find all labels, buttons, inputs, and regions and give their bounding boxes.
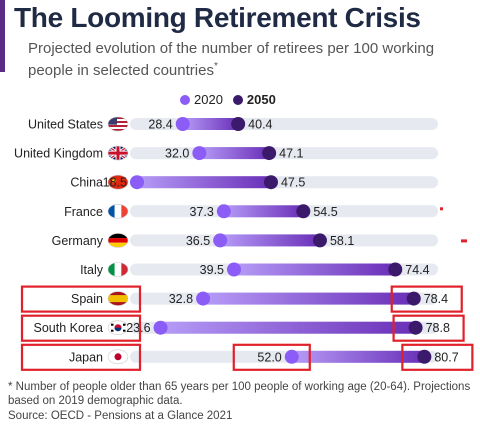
range-bar <box>199 147 270 160</box>
point-2050 <box>406 291 421 306</box>
point-2020 <box>227 262 242 277</box>
category-label: United States <box>28 118 103 132</box>
row-france: France 37.3 54.5 <box>64 204 438 219</box>
value-label-2050: 78.4 <box>424 292 448 306</box>
us-flag-icon <box>108 117 128 131</box>
range-bar <box>182 118 239 130</box>
accent-bar <box>0 0 5 72</box>
value-label-2020: 36.5 <box>186 234 210 248</box>
value-label-2050: 58.1 <box>330 234 354 248</box>
legend-dot-2050 <box>232 95 243 105</box>
value-label-2020: 32.8 <box>169 292 193 306</box>
chart-subtitle: Projected evolution of the number of ret… <box>28 40 468 80</box>
point-2050 <box>263 175 278 190</box>
highlight-box-2050 <box>401 343 474 371</box>
highlight-box-category <box>20 314 142 342</box>
france-flag-icon <box>108 204 128 219</box>
point-2050 <box>296 204 311 219</box>
value-label-2050: 74.4 <box>405 263 429 277</box>
legend-label-2050: 2050 <box>246 92 276 107</box>
value-label-2020: 28.4 <box>148 118 172 132</box>
range-bar <box>203 292 414 305</box>
category-label: Germany <box>52 234 104 248</box>
legend-dot-2020 <box>180 95 190 105</box>
row-united-states: United States 28.4 40.4 <box>28 116 438 132</box>
marker-tick <box>440 207 443 211</box>
value-label-2020: 52.0 <box>257 350 281 364</box>
point-2020 <box>175 117 190 131</box>
highlight-box-category <box>20 343 142 371</box>
value-label-2050: 47.5 <box>281 176 305 190</box>
point-2050 <box>231 117 246 131</box>
source: Source: OECD - Pensions at a Glance 2021 <box>8 410 233 422</box>
marker-tick <box>461 239 467 243</box>
row-china: China ★18.5 47.5 <box>70 174 438 190</box>
point-2050 <box>312 233 327 248</box>
subtitle-text: Projected evolution of the number of ret… <box>28 40 435 79</box>
point-2020 <box>284 349 299 364</box>
highlight-box-2020 <box>232 343 311 371</box>
value-label-2020: 32.0 <box>165 147 189 161</box>
point-2020 <box>216 204 231 219</box>
value-label-2050: 80.7 <box>434 350 458 364</box>
category-label: Japan <box>69 350 103 364</box>
category-label: Italy <box>80 263 104 277</box>
point-2020 <box>213 233 228 248</box>
value-label-2050: 78.8 <box>426 321 450 335</box>
category-label: South Korea <box>34 321 104 335</box>
legend: 2020 2050 <box>180 92 276 107</box>
point-2020 <box>153 320 168 335</box>
highlight-box-2050 <box>390 285 463 313</box>
value-label-2050: 40.4 <box>248 118 272 132</box>
category-label: China <box>70 176 103 190</box>
range-bar <box>234 263 396 276</box>
legend-item-2050: 2050 <box>232 92 276 107</box>
spain-flag-icon <box>108 291 128 306</box>
point-2050 <box>262 146 277 161</box>
point-2050 <box>417 349 432 364</box>
svg-text:★: ★ <box>111 177 117 185</box>
point-2050 <box>388 262 403 277</box>
china-flag-icon: ★ <box>108 175 128 190</box>
value-label-2020: 39.5 <box>200 263 224 277</box>
row-japan: Japan 52.0 80.7 <box>20 343 474 371</box>
value-label-2050: 54.5 <box>313 205 337 219</box>
dumbbell-chart: United States 28.4 40.4 United Kingdom 32.0 4… <box>14 116 474 371</box>
value-label-2050: 47.1 <box>279 147 303 161</box>
range-bar <box>220 234 320 247</box>
subtitle-footnote-mark: * <box>213 61 218 72</box>
point-2050 <box>408 320 423 335</box>
point-2020 <box>196 291 211 306</box>
range-bar <box>291 350 425 363</box>
row-spain: Spain 32.8 78.4 <box>20 285 463 313</box>
value-label-2020: 37.3 <box>190 205 214 219</box>
south-korea-flag-icon <box>108 320 128 335</box>
footnote: * Number of people older than 65 years p… <box>8 381 471 407</box>
category-label: France <box>64 205 103 219</box>
germany-flag-icon <box>108 233 128 248</box>
row-united-kingdom: United Kingdom 32.0 47.1 <box>14 145 438 161</box>
value-label-2020: 18.5 <box>103 176 127 190</box>
italy-flag-icon <box>108 262 128 277</box>
range-bar <box>160 321 416 334</box>
point-2020 <box>130 175 144 190</box>
highlight-box-category <box>20 285 142 313</box>
range-bar <box>223 205 304 218</box>
range-bar <box>137 176 271 189</box>
chart-title: The Looming Retirement Crisis <box>14 2 421 33</box>
value-label-2020: 23.6 <box>126 321 150 335</box>
uk-flag-icon <box>108 146 128 161</box>
legend-label-2020: 2020 <box>194 92 223 107</box>
japan-flag-icon <box>108 349 128 364</box>
row-germany: Germany 36.5 58.1 <box>52 233 438 248</box>
category-label: United Kingdom <box>14 147 103 161</box>
highlight-box-2050 <box>392 314 465 342</box>
point-2020 <box>192 146 207 161</box>
row-south-korea: South Korea 23.6 78.8 <box>20 314 465 342</box>
category-label: Spain <box>71 292 103 306</box>
legend-item-2020: 2020 <box>180 92 223 107</box>
row-italy: Italy 39.5 74.4 <box>80 262 438 277</box>
